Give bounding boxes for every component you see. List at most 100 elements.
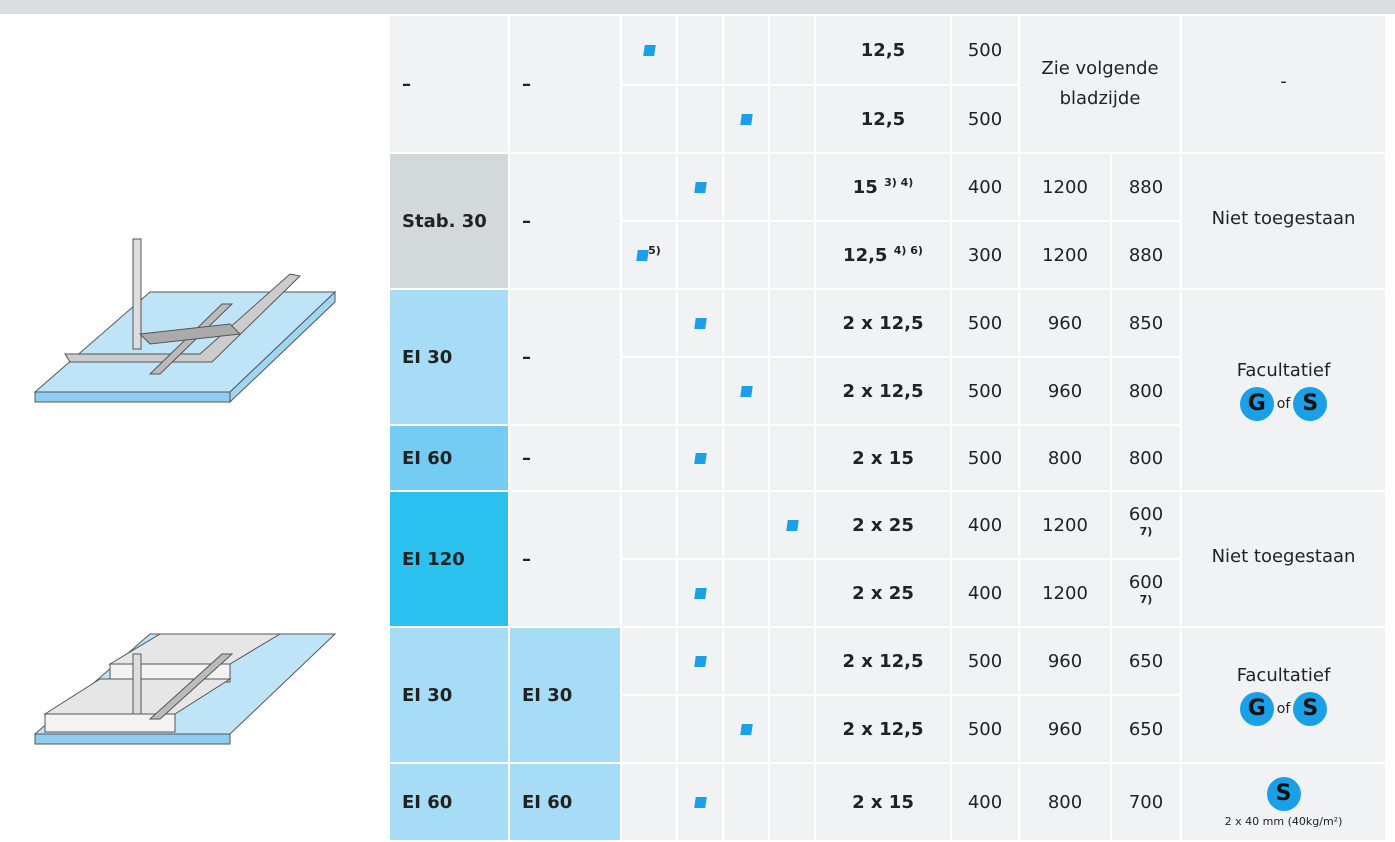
polygon: [138, 323, 242, 345]
row: 2 x 25 400 1200 600 7): [389, 558, 1386, 628]
mark-cell: [676, 762, 724, 842]
thickness-cell: 12,5: [814, 84, 952, 154]
finish-cell: Niet toegestaan: [1180, 490, 1388, 628]
value-cell: 800: [1018, 424, 1112, 492]
mark-cell: [676, 626, 724, 696]
text: Niet toegestaan: [1211, 207, 1356, 229]
text: 1200: [1042, 514, 1088, 536]
text: 650: [1128, 650, 1164, 672]
div: Facultatief: [1190, 665, 1377, 686]
value-cell: 400: [950, 558, 1020, 628]
rating-cell: Stab. 30: [388, 152, 510, 290]
rating2-cell: –: [508, 14, 622, 154]
row: EI 60 EI 60 2 x 15 400 800 700 S 2 x 40 mm (40k…: [388, 762, 1388, 842]
value-cell: 960: [1018, 694, 1112, 764]
thickness-cell: 2 x 12,5: [814, 288, 952, 358]
mark-cell: [676, 152, 724, 222]
mark-icon: [693, 452, 707, 464]
thickness-cell: 2 x 12,5: [814, 626, 952, 696]
text: 4) 6): [893, 244, 923, 257]
text: 700: [1128, 791, 1164, 813]
text: 800: [1047, 791, 1083, 813]
text: Zie volgende bladzijde: [1041, 58, 1159, 109]
value-cell: 960: [1018, 356, 1112, 426]
text: 880: [1128, 176, 1164, 198]
text: 5): [648, 244, 661, 257]
row: – – 12,5 500 Zie volgende bladzijde -: [388, 14, 1388, 154]
polygon: [34, 391, 231, 403]
value-cell: 300: [950, 220, 1020, 290]
value-cell: 1200: [1018, 558, 1112, 628]
mark-cell: [620, 288, 678, 358]
mark-cell: [620, 490, 678, 560]
value-cell: 800: [1018, 762, 1112, 842]
top-bar: [0, 0, 1395, 14]
text: 400: [967, 176, 1003, 198]
value-cell: 1200: [1018, 490, 1112, 560]
value-cell: 960: [1018, 288, 1112, 358]
thickness-cell: 15 3) 4): [814, 152, 952, 222]
thickness-cell: 12,5 4) 6): [814, 220, 952, 290]
text: 3) 4): [884, 176, 914, 189]
thickness-cell: 2 x 12,5: [814, 694, 952, 764]
mark-cell: [676, 288, 724, 358]
mark-cell: [722, 152, 770, 222]
polygon: [34, 733, 231, 745]
mark-cell: [676, 84, 724, 154]
mark-icon: [642, 44, 656, 56]
mark-cell: [768, 220, 816, 290]
text: 500: [967, 380, 1003, 402]
text: Niet toegestaan: [1211, 545, 1356, 567]
badge: G: [1239, 691, 1274, 726]
text: 12,5: [843, 245, 888, 266]
value-cell: 500: [950, 356, 1020, 426]
mark-cell: [768, 152, 816, 222]
value-cell: 650: [1109, 694, 1183, 764]
text: –: [522, 73, 531, 95]
rating-cell: EI 30: [388, 626, 510, 764]
mark-cell: [676, 14, 724, 86]
value-cell: 500: [950, 14, 1020, 86]
text: 300: [967, 244, 1003, 266]
illustration-ceiling: [33, 238, 337, 404]
text: EI 30: [402, 684, 453, 706]
text: 7): [1139, 524, 1153, 538]
mark-icon: [693, 655, 707, 667]
text: 2 x 12,5: [842, 312, 924, 334]
text: 7): [1139, 592, 1153, 606]
mark-cell: [768, 694, 816, 764]
rating2-cell: EI 30: [508, 626, 622, 764]
value-cell: 880: [1109, 152, 1183, 222]
row: 2 x 12,5 500 960 650: [389, 694, 1386, 764]
tbody: – – 12,5 500 Zie volgende bladzijde - 12,5 500 S…: [388, 14, 1388, 842]
mark-cell: [722, 288, 770, 358]
mark-cell: [768, 626, 816, 696]
rating-cell: EI 30: [388, 288, 510, 426]
text: 650: [1128, 718, 1164, 740]
mark-icon: [739, 113, 753, 125]
text: 2 x 25: [852, 582, 914, 604]
mark-cell: [620, 356, 678, 426]
mark-cell: [768, 288, 816, 358]
text: 400: [967, 514, 1003, 536]
value-cell: 500: [950, 626, 1020, 696]
value-cell: 600 7): [1109, 558, 1183, 628]
value-cell: 500: [950, 424, 1020, 492]
mark-cell: [722, 626, 770, 696]
value-cell: 400: [950, 762, 1020, 842]
text: 1200: [1042, 582, 1088, 604]
rating2-cell: –: [508, 288, 622, 426]
thickness-cell: 12,5: [814, 14, 952, 86]
thickness-cell: 2 x 25: [814, 558, 952, 628]
mark-icon: [739, 723, 753, 735]
mark-cell: [722, 694, 770, 764]
mark-cell: [722, 14, 770, 86]
finish-cell: S 2 x 40 mm (40kg/m²): [1180, 762, 1388, 842]
mark-icon: [739, 385, 753, 397]
mark-cell: [620, 694, 678, 764]
text: 12,5: [860, 108, 906, 130]
thickness-cell: 2 x 15: [814, 762, 952, 842]
value-cell: 800: [1109, 356, 1183, 426]
